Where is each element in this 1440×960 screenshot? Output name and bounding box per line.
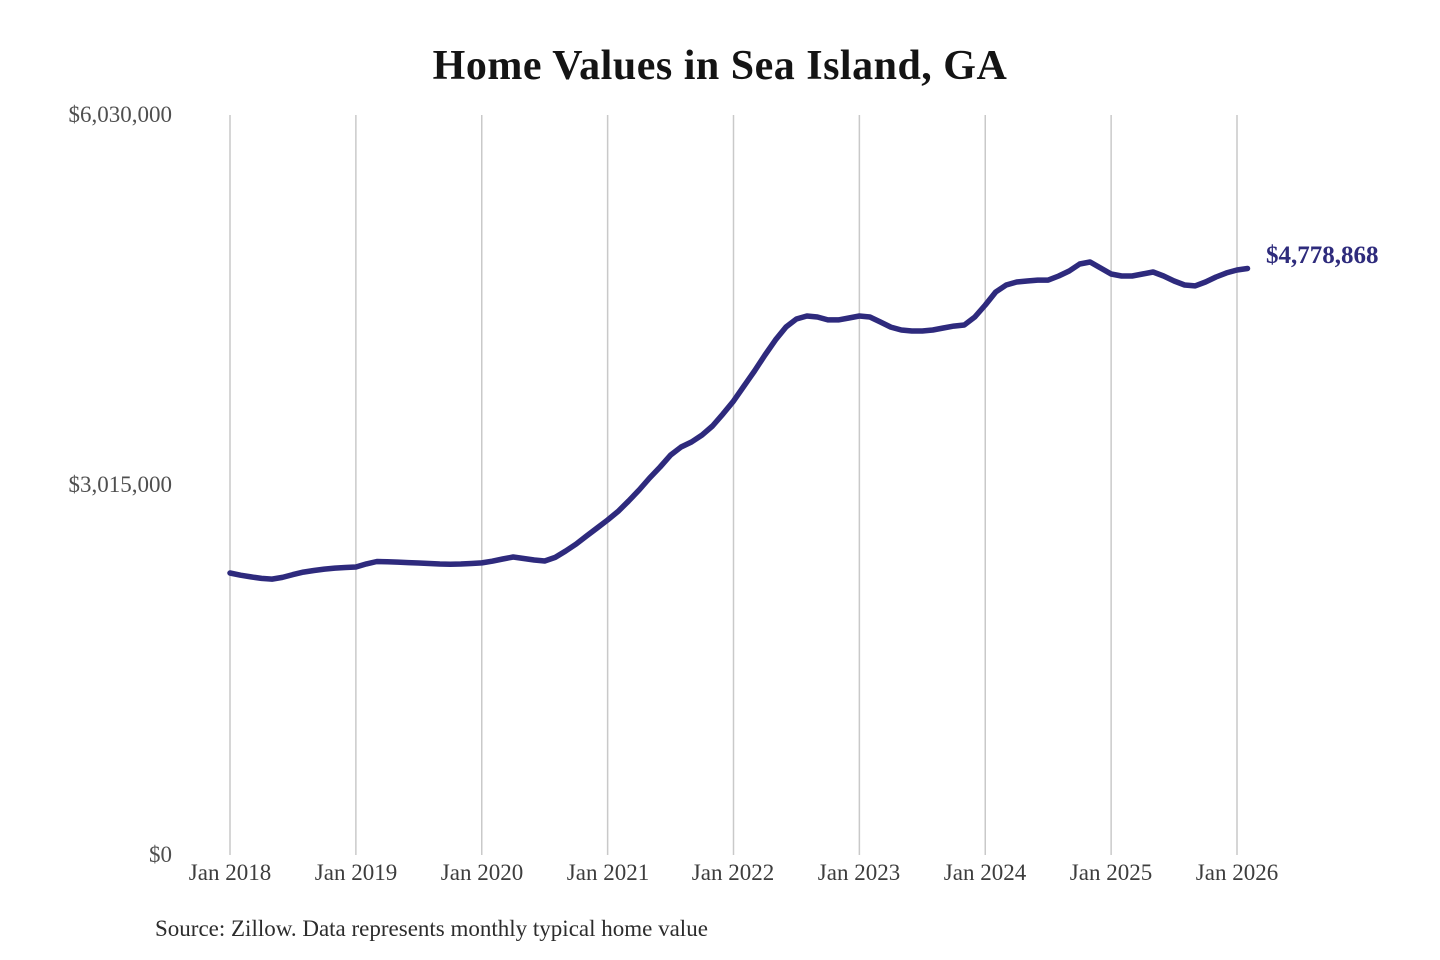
source-note: Source: Zillow. Data represents monthly … bbox=[155, 916, 708, 941]
y-axis-tick-label: $3,015,000 bbox=[68, 472, 173, 497]
x-axis-tick-label: Jan 2024 bbox=[943, 860, 1027, 885]
x-axis-tick-label: Jan 2019 bbox=[314, 860, 398, 885]
x-axis-tick-label: Jan 2020 bbox=[440, 860, 524, 885]
x-axis-tick-label: Jan 2023 bbox=[817, 860, 901, 885]
y-axis-tick-label: $0 bbox=[149, 842, 172, 867]
chart-title: Home Values in Sea Island, GA bbox=[432, 43, 1008, 89]
y-axis-tick-label: $6,030,000 bbox=[68, 102, 173, 127]
x-axis-tick-label: Jan 2021 bbox=[566, 860, 650, 885]
latest-value-label: $4,778,868 bbox=[1266, 242, 1379, 269]
home-value-line bbox=[227, 259, 1251, 582]
x-axis-tick-label: Jan 2022 bbox=[691, 860, 775, 885]
x-axis-tick-label: Jan 2018 bbox=[188, 860, 272, 885]
gridlines bbox=[229, 115, 1238, 855]
x-axis-tick-label: Jan 2026 bbox=[1195, 860, 1279, 885]
x-axis-tick-label: Jan 2025 bbox=[1069, 860, 1153, 885]
